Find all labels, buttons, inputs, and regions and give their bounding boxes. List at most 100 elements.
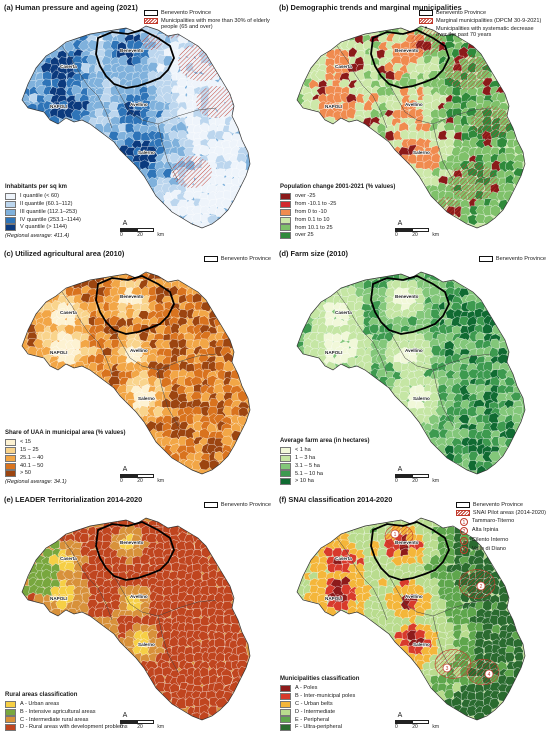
outline-symbol-icon bbox=[203, 256, 218, 262]
pilot-area-number: 4 bbox=[488, 672, 491, 678]
legend-swatch bbox=[280, 193, 291, 201]
legend-label: B - Intensive agricultural areas bbox=[20, 708, 96, 715]
scale-bar: A 0 20 km bbox=[120, 220, 164, 238]
legend-item: A - Poles bbox=[280, 685, 359, 693]
scale-label: km bbox=[432, 232, 439, 238]
map-panel-d: (d) Farm size (2010) Caserta Benevento Avel… bbox=[277, 248, 548, 490]
map-key: Benevento Province Marginal municipalitie… bbox=[419, 10, 546, 40]
legend-label: < 15 bbox=[20, 439, 32, 446]
legend-swatch bbox=[280, 700, 291, 708]
benevento-province-outline bbox=[370, 275, 450, 335]
municipality bbox=[117, 54, 130, 67]
scale-bar: A 0 20 km bbox=[120, 712, 164, 730]
circle-symbol-icon: 3 bbox=[459, 536, 468, 545]
municipality bbox=[489, 698, 500, 710]
municipality bbox=[177, 205, 188, 217]
scale-label: 0 bbox=[120, 724, 123, 730]
legend-item: B - Intensive agricultural areas bbox=[5, 708, 128, 716]
legend-swatch bbox=[5, 454, 16, 462]
legend-label: 5.1 – 10 ha bbox=[295, 470, 323, 477]
panel-title: (d) Farm size (2010) bbox=[279, 249, 349, 258]
panel-title: (e) LEADER Territorialization 2014-2020 bbox=[4, 495, 143, 504]
city-label: Avellino bbox=[130, 594, 148, 599]
map-key: Benevento Province SNAI Pilot areas (2014… bbox=[455, 502, 546, 556]
scale-label: 20 bbox=[137, 724, 143, 730]
city-label: NAPOLI bbox=[325, 104, 342, 109]
legend-swatch bbox=[280, 232, 291, 240]
hatched-area bbox=[142, 34, 162, 50]
city-label: Salerno bbox=[413, 642, 430, 647]
legend-swatch bbox=[280, 685, 291, 693]
legend-label: > 10 ha bbox=[295, 478, 314, 485]
scale-label: 0 bbox=[395, 724, 398, 730]
map-key: Benevento Province bbox=[203, 502, 271, 510]
scale-label: km bbox=[432, 724, 439, 730]
city-label: Salerno bbox=[138, 396, 155, 401]
city-label: Benevento bbox=[395, 48, 419, 53]
legend-swatch bbox=[280, 708, 291, 716]
municipality bbox=[488, 451, 502, 462]
scale-label: 20 bbox=[412, 478, 418, 484]
city-label: Avellino bbox=[405, 348, 423, 353]
hatched-area bbox=[466, 658, 500, 686]
legend-swatch bbox=[280, 447, 291, 455]
city-label: Benevento bbox=[395, 294, 419, 299]
province-boundary bbox=[432, 353, 492, 371]
legend-label: D - Intermediate bbox=[295, 708, 336, 715]
legend-swatch bbox=[280, 224, 291, 232]
province-boundary bbox=[157, 353, 217, 371]
north-arrow-icon: A bbox=[397, 466, 403, 473]
city-label: Salerno bbox=[413, 396, 430, 401]
north-arrow-icon: A bbox=[122, 466, 128, 473]
city-label: Avellino bbox=[130, 102, 148, 107]
city-label: Benevento bbox=[120, 48, 144, 53]
panel-title: (f) SNAI classification 2014-2020 bbox=[279, 495, 393, 504]
map-key: Benevento Province bbox=[203, 256, 271, 264]
legend-item: I quantile (< 60) bbox=[5, 193, 81, 201]
scale-bar: A 0 20 km bbox=[120, 466, 164, 484]
map-panel-c: (c) Utilized agricultural area (2010) Cas… bbox=[2, 248, 273, 490]
legend-label: from 0 to -10 bbox=[295, 208, 327, 215]
legend-label: 1 – 3 ha bbox=[295, 454, 316, 461]
hatched-area bbox=[471, 106, 511, 138]
map-key-item: Benevento Province bbox=[144, 10, 271, 16]
municipality bbox=[458, 369, 471, 381]
city-label: Benevento bbox=[120, 540, 144, 545]
legend-label: I quantile (< 60) bbox=[20, 193, 60, 200]
scale-label: 20 bbox=[412, 232, 418, 238]
dot-symbol-icon: • bbox=[424, 24, 428, 32]
legend-swatch bbox=[5, 439, 16, 447]
map-key-label: Cilento Interno bbox=[471, 536, 509, 543]
legend-item: over -25 bbox=[280, 193, 395, 201]
map-key: Benevento Province Municipalities with mo… bbox=[144, 10, 271, 32]
benevento-province-outline bbox=[370, 521, 450, 581]
map-key-item: Municipalities with more than 30% of eld… bbox=[144, 17, 271, 31]
scale-label: 0 bbox=[395, 232, 398, 238]
city-label: Salerno bbox=[413, 150, 430, 155]
legend-label: A - Urban areas bbox=[20, 700, 60, 707]
legend-title: Average farm area (in hectares) bbox=[280, 437, 370, 444]
benevento-province-outline bbox=[370, 29, 450, 89]
map-key-item: • Municipalities with systematic decrease… bbox=[419, 24, 546, 39]
map-key-label: Benevento Province bbox=[495, 256, 546, 262]
municipality bbox=[33, 593, 45, 605]
panel-title: (a) Human pressure and ageing (2021) bbox=[4, 3, 138, 12]
region-map: Caserta Benevento Avellino NAPOLI Salerno bbox=[296, 271, 526, 475]
circle-symbol-icon: 1 bbox=[459, 517, 468, 526]
legend-swatch bbox=[5, 193, 16, 201]
city-label: NAPOLI bbox=[50, 104, 67, 109]
circle-symbol-icon: 2 bbox=[459, 527, 468, 536]
city-label: Avellino bbox=[130, 348, 148, 353]
city-label: Benevento bbox=[395, 540, 419, 545]
legend-label: IV quantile (253.1–1144) bbox=[20, 216, 81, 223]
legend-item: < 1 ha bbox=[280, 447, 370, 455]
map-key-label: Municipalities with more than 30% of eld… bbox=[161, 17, 270, 31]
map-key-label: Vallo di Diano bbox=[471, 546, 507, 553]
hatch-symbol-icon bbox=[144, 17, 158, 24]
map-key-label: SNAI Pilot areas (2014-2020) bbox=[472, 509, 546, 516]
legend-label: over 25 bbox=[295, 232, 314, 239]
benevento-province-outline bbox=[95, 29, 175, 89]
map-key-label: Municipalities with systematic decrease … bbox=[436, 25, 534, 39]
map-key-item: 4 Vallo di Diano bbox=[456, 546, 546, 555]
hatched-area bbox=[449, 162, 497, 202]
